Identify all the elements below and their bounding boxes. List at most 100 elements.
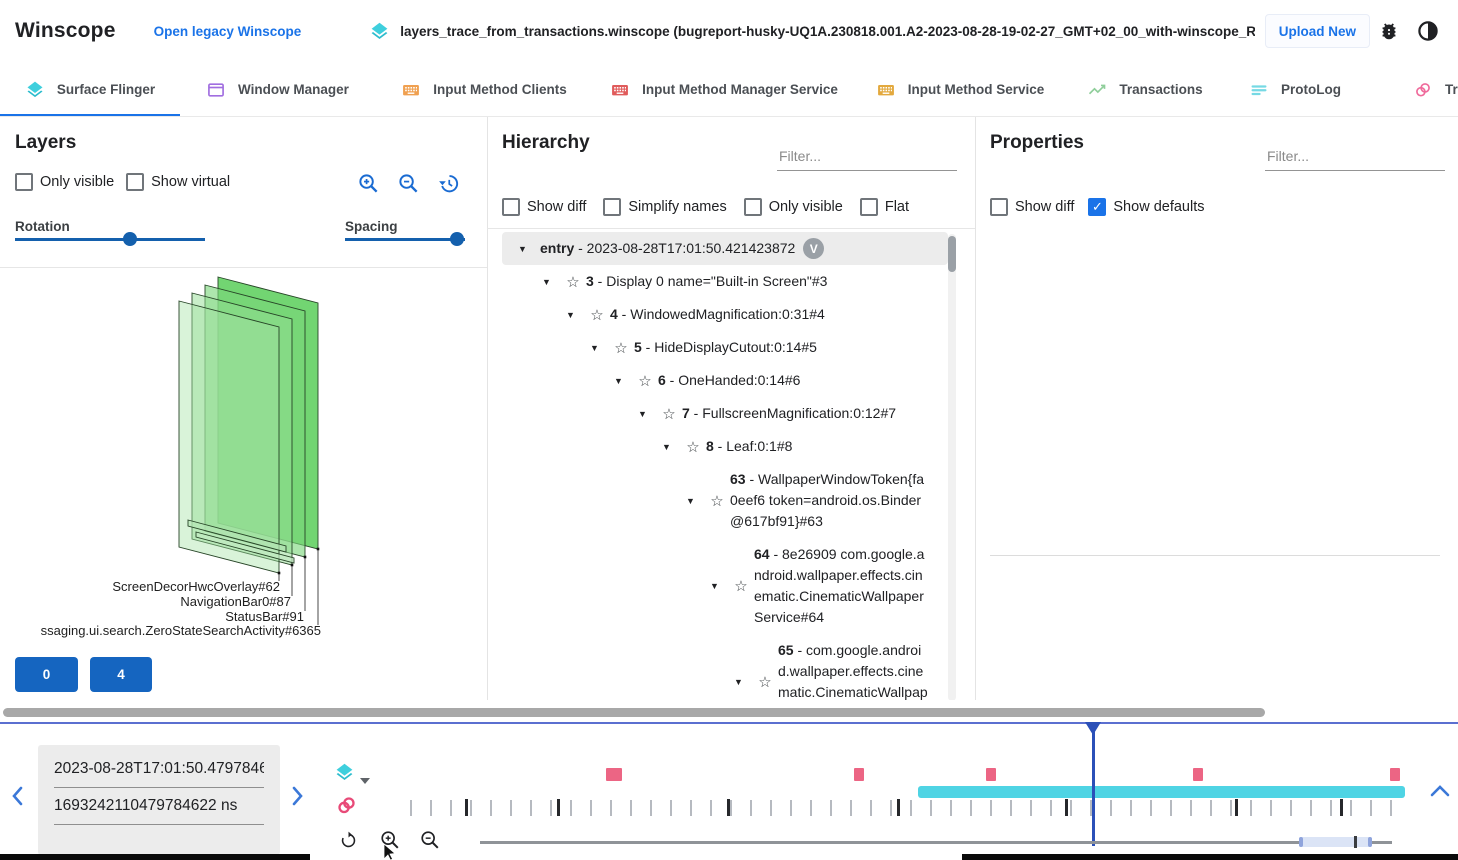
display-nav-button-4[interactable]: 4 (90, 657, 152, 692)
star-icon[interactable]: ☆ (662, 405, 676, 423)
checkbox[interactable] (502, 198, 520, 216)
timeline-overview[interactable] (480, 836, 1392, 848)
transition-marker[interactable] (1390, 768, 1400, 781)
zoom-out-icon[interactable] (419, 829, 441, 851)
dark-mode-icon[interactable] (1416, 19, 1440, 43)
chevron-down-icon[interactable]: ▼ (518, 243, 527, 254)
checkbox[interactable] (603, 198, 622, 216)
checkbox-option[interactable]: Show diff (990, 198, 1074, 216)
tab-transitions[interactable]: Tr (1365, 62, 1458, 116)
checkbox[interactable] (1088, 198, 1107, 216)
layer-label[interactable]: ssaging.ui.search.ZeroStateSearchActivit… (40, 623, 321, 638)
zoom-in-icon[interactable] (357, 172, 380, 195)
layers-3d-view[interactable] (0, 268, 487, 640)
checkbox[interactable] (990, 198, 1008, 216)
overview-selection-range[interactable] (1299, 837, 1372, 847)
tree-node[interactable]: ▼ ☆ 3 - Display 0 name="Built-in Screen"… (502, 265, 948, 298)
rotation-slider-thumb[interactable] (123, 232, 137, 246)
timeline-ruler[interactable] (410, 700, 1415, 852)
bug-report-icon[interactable] (1378, 20, 1400, 42)
star-icon[interactable]: ☆ (614, 339, 628, 357)
horizontal-scrollbar[interactable] (3, 708, 1265, 717)
rotation-slider[interactable] (15, 232, 205, 246)
chevron-down-icon[interactable]: ▼ (662, 441, 671, 452)
transition-marker[interactable] (606, 768, 622, 781)
checkbox[interactable] (15, 173, 33, 191)
overview-track[interactable] (480, 841, 1392, 844)
tree-node[interactable]: ▼ ☆ 63 - WallpaperWindowToken{fa0eef6 to… (502, 463, 948, 538)
checkbox-option[interactable]: Only visible (15, 173, 114, 191)
chevron-down-icon[interactable]: ▼ (590, 342, 599, 353)
tree-node[interactable]: ▼ ☆ 7 - FullscreenMagnification:0:12#7 (502, 397, 948, 430)
refresh-icon[interactable] (339, 831, 358, 850)
chevron-left-icon[interactable] (10, 786, 24, 806)
checkbox[interactable] (126, 173, 145, 191)
tab-input-method-manager-service[interactable]: Input Method Manager Service (593, 62, 855, 116)
star-icon[interactable]: ☆ (590, 306, 604, 324)
transition-marker[interactable] (1193, 768, 1203, 781)
transition-marker[interactable] (986, 768, 996, 781)
hierarchy-filter-input[interactable] (777, 144, 957, 171)
layer-label[interactable]: ScreenDecorHwcOverlay#62 (112, 579, 280, 594)
checkbox[interactable] (859, 198, 878, 216)
spacing-slider-thumb[interactable] (450, 232, 464, 246)
tab-transactions[interactable]: Transactions (1065, 62, 1225, 116)
star-icon[interactable]: ☆ (686, 438, 700, 456)
tree-node[interactable]: ▼ ☆ 4 - WindowedMagnification:0:31#4 (502, 298, 948, 331)
spacing-slider[interactable] (345, 232, 465, 246)
properties-filter-input[interactable] (1265, 144, 1445, 171)
checkbox-option[interactable]: Simplify names (603, 198, 727, 216)
tree-node[interactable]: ▼ ☆ 5 - HideDisplayCutout:0:14#5 (502, 331, 948, 364)
sf-trace-coverage-bar[interactable] (918, 786, 1405, 798)
tree-node[interactable]: ▼ ☆ 64 - 8e26909 com.google.android.wall… (502, 538, 948, 634)
chevron-right-icon[interactable] (291, 786, 305, 806)
open-legacy-link[interactable]: Open legacy Winscope (153, 23, 302, 39)
chevron-down-icon[interactable]: ▼ (710, 581, 719, 591)
tab-surface-flinger[interactable]: Surface Flinger (0, 62, 180, 116)
tree-node[interactable]: ▼ ☆ 65 - com.google.android.wallpaper.ef… (502, 634, 948, 703)
rotation-slider-track[interactable] (15, 238, 205, 241)
chevron-down-icon[interactable]: ▼ (734, 677, 743, 687)
transition-marker[interactable] (854, 768, 864, 781)
star-icon[interactable]: ☆ (734, 578, 748, 595)
star-icon[interactable]: ☆ (710, 492, 724, 510)
chevron-down-icon[interactable]: ▼ (566, 309, 575, 320)
checkbox-option[interactable]: Show diff (502, 198, 586, 216)
tree-node[interactable]: ▼ ☆ 6 - OneHanded:0:14#6 (502, 364, 948, 397)
tab-window-manager[interactable]: Window Manager (180, 62, 375, 116)
tab-input-method-clients[interactable]: Input Method Clients (375, 62, 593, 116)
layer-label[interactable]: StatusBar#91 (225, 609, 304, 624)
checkbox-option[interactable]: Show defaults (1088, 198, 1204, 216)
tree-node[interactable]: ▼ ☆ 8 - Leaf:0:1#8 (502, 430, 948, 463)
star-icon[interactable]: ☆ (758, 674, 772, 691)
upload-new-button[interactable]: Upload New (1264, 14, 1370, 48)
checkbox-option[interactable]: Only visible (743, 198, 843, 216)
checkbox-option[interactable]: Flat (859, 198, 909, 216)
tree-node[interactable]: ▼ entry - 2023-08-28T17:01:50.421423872 … (502, 232, 948, 265)
star-icon[interactable]: ☆ (638, 372, 652, 390)
timestamp-ns-input[interactable] (54, 788, 264, 825)
star-icon[interactable]: ☆ (566, 273, 580, 291)
chevron-down-icon[interactable]: ▼ (614, 375, 623, 386)
chevron-down-icon[interactable]: ▼ (542, 276, 551, 287)
transitions-trace-icon[interactable] (335, 794, 358, 817)
sf-trace-icon[interactable] (334, 762, 355, 783)
hierarchy-scrollbar[interactable] (948, 234, 956, 701)
chevron-down-icon[interactable]: ▼ (686, 495, 695, 506)
spacing-slider-track[interactable] (345, 238, 465, 241)
hierarchy-scrollbar-thumb[interactable] (948, 236, 956, 272)
tab-input-method-service[interactable]: Input Method Service (855, 62, 1065, 116)
zoom-out-icon[interactable] (397, 172, 420, 195)
zoom-in-icon[interactable] (379, 829, 401, 851)
tree-node-label: 3 - Display 0 name="Built-in Screen"#3 (586, 273, 828, 289)
display-nav-button-0[interactable]: 0 (15, 657, 78, 692)
chevron-up-icon[interactable] (1430, 784, 1450, 798)
chevron-down-icon[interactable]: ▼ (638, 408, 647, 419)
tab-protolog[interactable]: ProtoLog (1225, 62, 1365, 116)
checkbox[interactable] (743, 198, 762, 216)
timestamp-human-input[interactable] (54, 751, 264, 788)
layer-label[interactable]: NavigationBar0#87 (180, 594, 291, 609)
reset-zoom-icon[interactable] (437, 172, 460, 195)
caret-down-icon[interactable] (360, 778, 370, 784)
checkbox-option[interactable]: Show virtual (126, 173, 230, 191)
